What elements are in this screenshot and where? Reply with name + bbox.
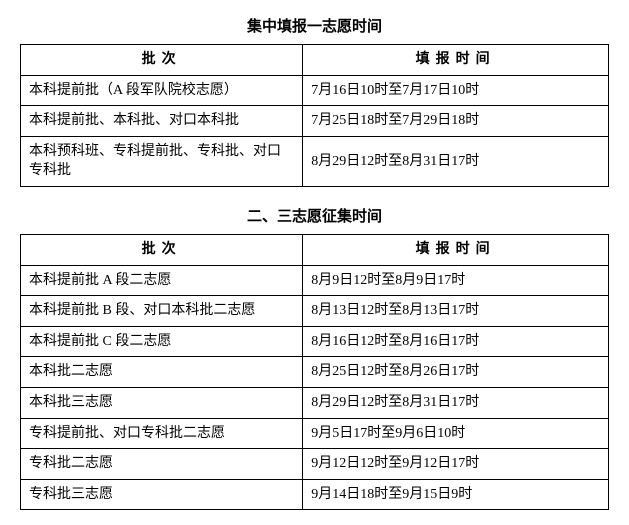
table-row: 本科预科班、专科提前批、专科批、对口专科批8月29日12时至8月31日17时	[21, 136, 609, 186]
column-header: 填报时间	[303, 234, 609, 265]
table-row: 本科提前批 C 段二志愿8月16日12时至8月16日17时	[21, 326, 609, 357]
table-row: 本科提前批（A 段军队院校志愿）7月16日10时至7月17日10时	[21, 75, 609, 106]
column-header: 填报时间	[303, 45, 609, 76]
batch-cell: 本科提前批 A 段二志愿	[21, 265, 303, 296]
batch-cell: 专科批三志愿	[21, 479, 303, 510]
table-row: 专科批三志愿9月14日18时至9月15日9时	[21, 479, 609, 510]
table-row: 本科提前批 B 段、对口本科批二志愿8月13日12时至8月13日17时	[21, 296, 609, 327]
batch-cell: 专科批二志愿	[21, 449, 303, 480]
schedule-table-0: 批次填报时间本科提前批（A 段军队院校志愿）7月16日10时至7月17日10时本…	[20, 44, 609, 187]
time-cell: 8月29日12时至8月31日17时	[303, 136, 609, 186]
time-cell: 8月29日12时至8月31日17时	[303, 387, 609, 418]
time-cell: 8月13日12时至8月13日17时	[303, 296, 609, 327]
batch-cell: 本科提前批、本科批、对口本科批	[21, 106, 303, 137]
batch-cell: 本科提前批（A 段军队院校志愿）	[21, 75, 303, 106]
table-row: 本科批二志愿8月25日12时至8月26日17时	[21, 357, 609, 388]
time-cell: 8月16日12时至8月16日17时	[303, 326, 609, 357]
time-cell: 7月16日10时至7月17日10时	[303, 75, 609, 106]
time-cell: 8月25日12时至8月26日17时	[303, 357, 609, 388]
table-row: 专科批二志愿9月12日12时至9月12日17时	[21, 449, 609, 480]
batch-cell: 本科批二志愿	[21, 357, 303, 388]
time-cell: 9月12日12时至9月12日17时	[303, 449, 609, 480]
time-cell: 8月9日12时至8月9日17时	[303, 265, 609, 296]
batch-cell: 本科提前批 B 段、对口本科批二志愿	[21, 296, 303, 327]
time-cell: 7月25日18时至7月29日18时	[303, 106, 609, 137]
time-cell: 9月5日17时至9月6日10时	[303, 418, 609, 449]
batch-cell: 本科提前批 C 段二志愿	[21, 326, 303, 357]
batch-cell: 专科提前批、对口专科批二志愿	[21, 418, 303, 449]
batch-cell: 本科批三志愿	[21, 387, 303, 418]
column-header: 批次	[21, 234, 303, 265]
schedule-table-1: 批次填报时间本科提前批 A 段二志愿8月9日12时至8月9日17时本科提前批 B…	[20, 234, 609, 510]
table-row: 本科提前批 A 段二志愿8月9日12时至8月9日17时	[21, 265, 609, 296]
table-row: 本科提前批、本科批、对口本科批7月25日18时至7月29日18时	[21, 106, 609, 137]
table-row: 本科批三志愿8月29日12时至8月31日17时	[21, 387, 609, 418]
batch-cell: 本科预科班、专科提前批、专科批、对口专科批	[21, 136, 303, 186]
time-cell: 9月14日18时至9月15日9时	[303, 479, 609, 510]
table-row: 专科提前批、对口专科批二志愿9月5日17时至9月6日10时	[21, 418, 609, 449]
table-title-1: 二、三志愿征集时间	[20, 205, 609, 226]
column-header: 批次	[21, 45, 303, 76]
table-title-0: 集中填报一志愿时间	[20, 15, 609, 36]
